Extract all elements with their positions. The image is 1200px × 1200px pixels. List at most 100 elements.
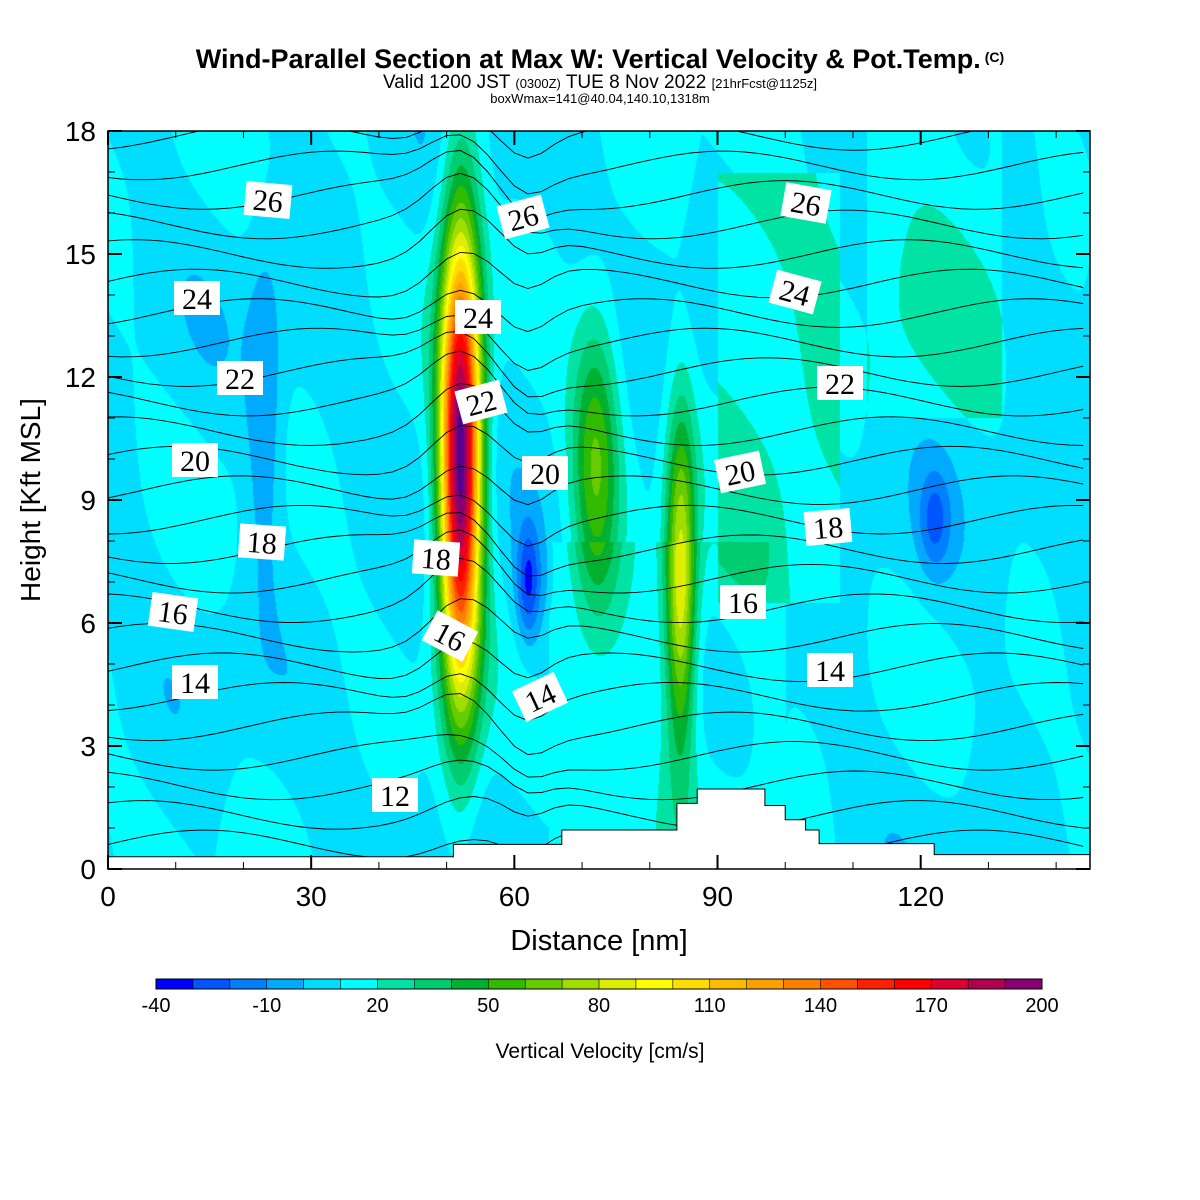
colorbar-swatch — [746, 979, 785, 989]
contour-label-text: 26 — [251, 184, 284, 219]
colorbar-swatch — [156, 979, 194, 989]
colorbar-swatch — [192, 979, 231, 989]
contour-label-box — [147, 591, 199, 633]
y-axis-label: Height [Kft MSL] — [15, 398, 46, 602]
contour-label: 20 — [172, 443, 218, 478]
y-tick-label: 9 — [80, 485, 96, 516]
colorbar-tick-label: 20 — [366, 995, 388, 1017]
contour-label-text: 16 — [728, 587, 758, 620]
x-tick-label: 90 — [702, 881, 733, 912]
contour-label-text: 20 — [180, 445, 210, 478]
contour-label: 20 — [713, 450, 767, 494]
contour-label-text: 18 — [812, 511, 845, 546]
contour-label: 12 — [372, 778, 418, 813]
contour-label-text: 18 — [420, 542, 452, 577]
contour-label-box — [511, 671, 569, 723]
contour-label-box — [817, 366, 863, 400]
contour-label-box — [496, 194, 550, 240]
contour-label-box — [217, 361, 263, 395]
isentrope-line — [108, 134, 1084, 195]
isentrope-line — [108, 673, 1084, 722]
colorbar-label: Vertical Velocity [cm/s] — [496, 1040, 705, 1063]
colorbar-swatch — [488, 979, 526, 989]
contour-label-box — [807, 653, 853, 687]
colorbar: -40 -10 20 50 80 110 140 170 200 — [142, 978, 1059, 1017]
contour-label-box — [174, 281, 220, 315]
contour-label-text: 16 — [156, 595, 190, 632]
contour-label-text: 18 — [246, 526, 278, 561]
contour-label: 18 — [803, 508, 853, 546]
contour-label-box — [237, 523, 287, 561]
colorbar-swatch — [931, 979, 969, 989]
colorbar-swatch — [894, 979, 932, 989]
colorbar-swatch — [451, 979, 489, 989]
contour-label-text: 24 — [182, 283, 212, 316]
y-tick-label: 6 — [80, 608, 96, 639]
contour-label: 16 — [147, 591, 199, 633]
axis-ticks: 0 30 60 90 120 0 3 6 9 12 15 18 — [65, 116, 1090, 912]
contour-label-text: 26 — [788, 186, 823, 224]
contour-label: 26 — [243, 181, 293, 219]
contour-label: 24 — [174, 281, 220, 316]
chart-subtitle: Valid 1200 JST (0300Z) TUE 8 Nov 2022 [2… — [382, 72, 818, 93]
box-info: boxWmax=141@40.04,140.10,1318m — [490, 91, 710, 106]
chart-title: Wind-Parallel Section at Max W: Vertical… — [195, 44, 1005, 74]
colorbar-swatch — [340, 979, 378, 989]
contour-label-text: 20 — [722, 454, 758, 493]
contour-label: 14 — [807, 653, 853, 688]
y-tick-label: 3 — [80, 731, 96, 762]
potential-temperature-contours — [108, 131, 1084, 860]
colorbar-tick-label: -10 — [252, 995, 281, 1017]
y-tick-label: 18 — [65, 116, 96, 147]
isentrope-line — [108, 208, 1084, 269]
colorbar-swatch — [635, 979, 674, 989]
x-tick-label: 120 — [897, 881, 944, 912]
colorbar-swatch — [857, 979, 895, 989]
isentrope-line — [108, 350, 1084, 417]
contour-label-box — [522, 456, 568, 490]
isentrope-line — [108, 796, 1084, 830]
y-tick-label: 15 — [65, 239, 96, 270]
contour-label-text: 14 — [815, 655, 845, 688]
colorbar-swatch — [303, 979, 342, 989]
contour-label: 16 — [720, 585, 766, 620]
isentrope-line — [108, 529, 1084, 596]
colorbar-tick-label: -40 — [142, 995, 171, 1017]
contour-label-box — [713, 450, 767, 494]
contour-label-text: 20 — [530, 458, 560, 491]
contour-label-box — [243, 181, 293, 219]
contour-label: 24 — [455, 300, 501, 335]
colorbar-swatch — [525, 979, 563, 989]
colorbar-tick-label: 200 — [1025, 995, 1058, 1017]
colorbar-swatch — [414, 979, 452, 989]
contour-label-text: 12 — [380, 780, 410, 813]
contour-label: 22 — [454, 379, 508, 425]
isentrope-line — [108, 465, 1084, 506]
colorbar-swatch — [672, 979, 711, 989]
contour-label: 14 — [172, 665, 218, 700]
isentrope-line — [108, 330, 1084, 398]
colorbar-swatch — [377, 979, 415, 989]
contour-label: 18 — [411, 539, 461, 577]
colorbar-swatch — [709, 979, 748, 989]
contour-label: 22 — [817, 366, 863, 401]
contour-label-box — [720, 585, 766, 619]
x-tick-label: 60 — [499, 881, 530, 912]
colorbar-tick-label: 140 — [804, 995, 837, 1017]
isentrope-line — [108, 425, 1084, 476]
colorbar-swatch — [820, 979, 858, 989]
contour-label: 26 — [496, 194, 550, 240]
colorbar-swatch — [599, 979, 637, 989]
contour-label: 24 — [768, 269, 822, 315]
x-tick-label: 0 — [100, 881, 116, 912]
colorbar-swatch — [266, 979, 305, 989]
isentrope-line — [108, 734, 1084, 778]
colorbar-swatch — [783, 979, 821, 989]
contour-label-box — [372, 778, 418, 812]
contour-label: 26 — [780, 182, 832, 224]
contour-label: 18 — [237, 523, 287, 561]
isentrope-line — [108, 289, 1084, 333]
contour-label-box — [172, 665, 218, 699]
terrain-profile — [107, 788, 1091, 870]
